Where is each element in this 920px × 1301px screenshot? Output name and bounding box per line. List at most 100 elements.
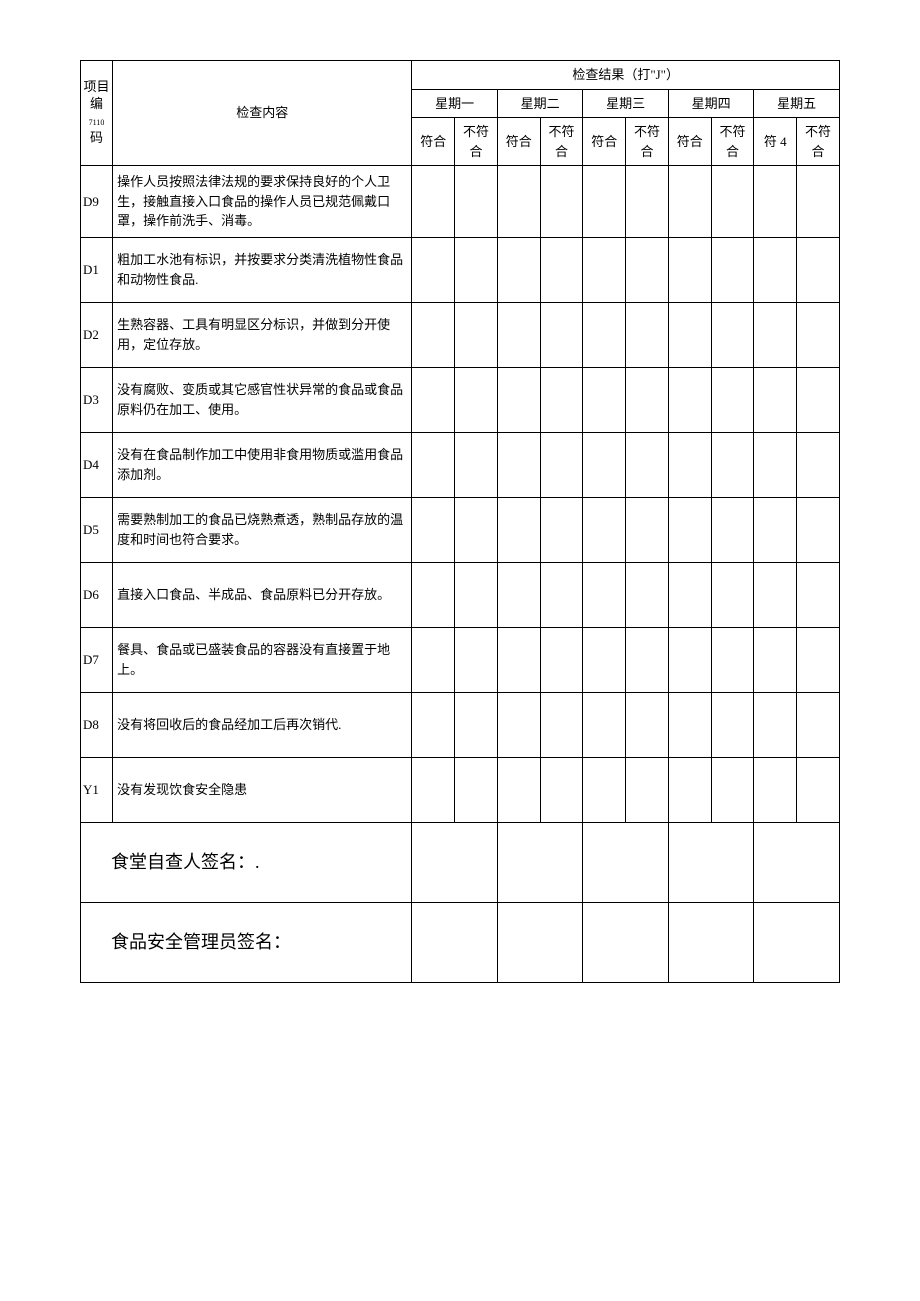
check-cell-pass[interactable] — [412, 562, 455, 627]
check-cell-pass[interactable] — [668, 302, 711, 367]
manager-sign-cell-3[interactable] — [668, 902, 754, 982]
check-cell-pass[interactable] — [412, 692, 455, 757]
check-cell-fail[interactable] — [711, 166, 754, 238]
check-cell-fail[interactable] — [711, 432, 754, 497]
check-cell-pass[interactable] — [412, 627, 455, 692]
check-cell-pass[interactable] — [583, 432, 626, 497]
check-cell-fail[interactable] — [711, 627, 754, 692]
check-cell-fail[interactable] — [797, 432, 840, 497]
check-cell-fail[interactable] — [626, 497, 669, 562]
check-cell-fail[interactable] — [711, 367, 754, 432]
check-cell-fail[interactable] — [540, 627, 583, 692]
check-cell-fail[interactable] — [797, 367, 840, 432]
check-cell-fail[interactable] — [626, 627, 669, 692]
check-cell-fail[interactable] — [797, 237, 840, 302]
check-cell-pass[interactable] — [412, 757, 455, 822]
check-cell-fail[interactable] — [455, 692, 498, 757]
self-sign-cell-0[interactable] — [412, 822, 498, 902]
check-cell-pass[interactable] — [754, 367, 797, 432]
check-cell-pass[interactable] — [668, 497, 711, 562]
self-sign-cell-4[interactable] — [754, 822, 840, 902]
check-cell-fail[interactable] — [455, 302, 498, 367]
check-cell-pass[interactable] — [668, 166, 711, 238]
check-cell-pass[interactable] — [754, 302, 797, 367]
check-cell-fail[interactable] — [711, 302, 754, 367]
check-cell-pass[interactable] — [497, 166, 540, 238]
check-cell-fail[interactable] — [626, 237, 669, 302]
manager-sign-cell-2[interactable] — [583, 902, 669, 982]
check-cell-pass[interactable] — [668, 237, 711, 302]
check-cell-pass[interactable] — [497, 237, 540, 302]
check-cell-fail[interactable] — [540, 367, 583, 432]
check-cell-fail[interactable] — [540, 562, 583, 627]
check-cell-pass[interactable] — [754, 432, 797, 497]
check-cell-fail[interactable] — [540, 302, 583, 367]
check-cell-pass[interactable] — [668, 757, 711, 822]
check-cell-fail[interactable] — [626, 562, 669, 627]
check-cell-fail[interactable] — [626, 302, 669, 367]
check-cell-pass[interactable] — [497, 562, 540, 627]
check-cell-fail[interactable] — [797, 627, 840, 692]
manager-sign-cell-1[interactable] — [497, 902, 583, 982]
check-cell-pass[interactable] — [583, 757, 626, 822]
check-cell-pass[interactable] — [497, 497, 540, 562]
check-cell-fail[interactable] — [797, 497, 840, 562]
check-cell-pass[interactable] — [583, 367, 626, 432]
manager-sign-cell-0[interactable] — [412, 902, 498, 982]
check-cell-pass[interactable] — [412, 166, 455, 238]
check-cell-pass[interactable] — [668, 432, 711, 497]
check-cell-fail[interactable] — [455, 367, 498, 432]
check-cell-fail[interactable] — [455, 627, 498, 692]
check-cell-fail[interactable] — [455, 237, 498, 302]
check-cell-fail[interactable] — [711, 562, 754, 627]
check-cell-fail[interactable] — [711, 757, 754, 822]
check-cell-fail[interactable] — [711, 692, 754, 757]
check-cell-pass[interactable] — [668, 627, 711, 692]
check-cell-fail[interactable] — [797, 757, 840, 822]
self-sign-cell-3[interactable] — [668, 822, 754, 902]
check-cell-fail[interactable] — [797, 692, 840, 757]
check-cell-pass[interactable] — [583, 497, 626, 562]
check-cell-pass[interactable] — [754, 757, 797, 822]
check-cell-fail[interactable] — [455, 497, 498, 562]
check-cell-pass[interactable] — [583, 692, 626, 757]
check-cell-pass[interactable] — [412, 367, 455, 432]
check-cell-pass[interactable] — [583, 627, 626, 692]
check-cell-pass[interactable] — [754, 237, 797, 302]
check-cell-fail[interactable] — [540, 237, 583, 302]
check-cell-pass[interactable] — [754, 166, 797, 238]
check-cell-fail[interactable] — [711, 497, 754, 562]
check-cell-fail[interactable] — [626, 692, 669, 757]
check-cell-fail[interactable] — [540, 497, 583, 562]
check-cell-pass[interactable] — [668, 367, 711, 432]
check-cell-fail[interactable] — [626, 166, 669, 238]
check-cell-pass[interactable] — [583, 562, 626, 627]
check-cell-fail[interactable] — [626, 757, 669, 822]
check-cell-fail[interactable] — [540, 432, 583, 497]
check-cell-fail[interactable] — [626, 367, 669, 432]
check-cell-pass[interactable] — [497, 627, 540, 692]
check-cell-pass[interactable] — [754, 627, 797, 692]
check-cell-fail[interactable] — [797, 302, 840, 367]
check-cell-fail[interactable] — [540, 692, 583, 757]
check-cell-pass[interactable] — [412, 432, 455, 497]
check-cell-pass[interactable] — [497, 367, 540, 432]
check-cell-pass[interactable] — [412, 237, 455, 302]
manager-sign-cell-4[interactable] — [754, 902, 840, 982]
check-cell-fail[interactable] — [455, 432, 498, 497]
check-cell-fail[interactable] — [711, 237, 754, 302]
check-cell-fail[interactable] — [540, 166, 583, 238]
check-cell-pass[interactable] — [583, 302, 626, 367]
check-cell-pass[interactable] — [583, 166, 626, 238]
check-cell-pass[interactable] — [668, 692, 711, 757]
check-cell-fail[interactable] — [540, 757, 583, 822]
self-sign-cell-2[interactable] — [583, 822, 669, 902]
check-cell-pass[interactable] — [754, 692, 797, 757]
check-cell-pass[interactable] — [412, 302, 455, 367]
check-cell-pass[interactable] — [668, 562, 711, 627]
check-cell-fail[interactable] — [455, 757, 498, 822]
check-cell-fail[interactable] — [797, 166, 840, 238]
self-sign-cell-1[interactable] — [497, 822, 583, 902]
check-cell-pass[interactable] — [497, 692, 540, 757]
check-cell-fail[interactable] — [455, 562, 498, 627]
